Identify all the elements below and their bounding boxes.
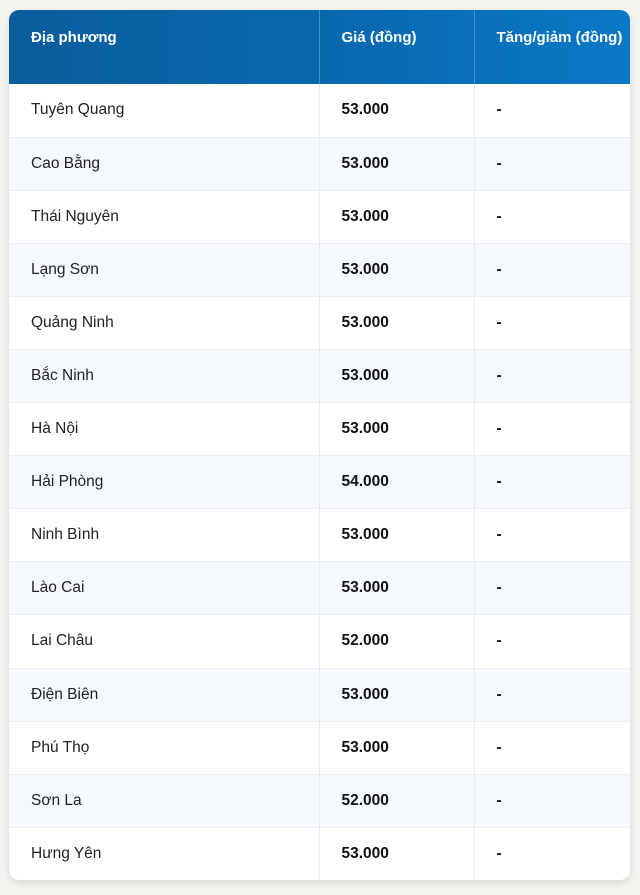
price-table: Địa phương Giá (đồng) Tăng/giảm (đồng) T…: [9, 10, 630, 881]
header-change: Tăng/giảm (đồng): [473, 10, 630, 84]
table-row: Hà Nội 53.000-: [9, 402, 630, 456]
table-row: Phú Thọ 53.000-: [9, 720, 630, 775]
table-row: Bắc Ninh 53.000-: [9, 348, 630, 403]
location-cell: Lai Châu: [9, 614, 319, 669]
change-cell: -: [473, 561, 630, 615]
location-cell: Lào Cai: [9, 561, 319, 615]
table-body: Tuyên Quang 53.000- Cao Bằng 53.000- Thái Ng…: [9, 84, 630, 881]
price-cell: 53.000: [318, 561, 474, 615]
location-cell: Hải Phòng: [9, 455, 319, 509]
table-row: Lào Cai 53.000-: [9, 561, 630, 615]
change-cell: -: [473, 402, 630, 456]
table-row: Cao Bằng 53.000-: [9, 136, 630, 191]
table-row: Hưng Yên 53.000-: [9, 826, 630, 881]
change-cell: -: [473, 189, 630, 244]
table-row: Lai Châu 52.000-: [9, 614, 630, 669]
change-cell: -: [473, 826, 630, 881]
price-cell: 53.000: [318, 667, 474, 722]
change-cell: -: [473, 84, 630, 138]
location-cell: Phú Thọ: [9, 720, 319, 775]
price-cell: 53.000: [318, 84, 474, 138]
header-row: Địa phương Giá (đồng) Tăng/giảm (đồng): [9, 10, 630, 84]
price-cell: 53.000: [318, 720, 474, 775]
change-cell: -: [473, 614, 630, 669]
location-cell: Điện Biên: [9, 667, 319, 722]
price-cell: 53.000: [318, 242, 474, 297]
header-location: Địa phương: [31, 29, 117, 46]
table-row: Tuyên Quang 53.000-: [9, 84, 630, 138]
location-cell: Tuyên Quang: [31, 101, 125, 119]
change-cell: -: [473, 455, 630, 509]
change-cell: -: [473, 720, 630, 775]
location-cell: Quảng Ninh: [9, 295, 319, 350]
price-cell: 53.000: [318, 348, 474, 403]
price-cell: 52.000: [318, 773, 474, 828]
table-row: Quảng Ninh 53.000-: [9, 295, 630, 350]
location-cell: Ninh Bình: [9, 508, 319, 562]
change-cell: -: [473, 773, 630, 828]
change-cell: -: [473, 508, 630, 562]
price-cell: 53.000: [318, 189, 474, 244]
table-row: Thái Nguyên 53.000-: [9, 189, 630, 244]
price-cell: 52.000: [318, 614, 474, 669]
location-cell: Hà Nội: [9, 402, 319, 456]
price-cell: 53.000: [318, 136, 474, 191]
price-table-card: Địa phương Giá (đồng) Tăng/giảm (đồng) T…: [9, 10, 630, 881]
price-cell: 53.000: [318, 295, 474, 350]
location-cell: Hưng Yên: [9, 826, 319, 881]
table-row: Điện Biên 53.000-: [9, 667, 630, 722]
change-cell: -: [473, 348, 630, 403]
change-cell: -: [473, 295, 630, 350]
change-cell: -: [473, 136, 630, 191]
table-row: Ninh Bình 53.000-: [9, 508, 630, 562]
location-cell: Sơn La: [9, 773, 319, 828]
price-cell: 53.000: [318, 402, 474, 456]
price-cell: 54.000: [318, 455, 474, 509]
table-row: Hải Phòng 54.000-: [9, 455, 630, 509]
change-cell: -: [473, 242, 630, 297]
location-cell: Bắc Ninh: [9, 348, 319, 403]
price-cell: 53.000: [318, 508, 474, 562]
price-cell: 53.000: [318, 826, 474, 881]
header-price: Giá (đồng): [318, 10, 474, 84]
location-cell: Cao Bằng: [9, 136, 319, 191]
change-cell: -: [473, 667, 630, 722]
location-cell: Lạng Sơn: [9, 242, 319, 297]
table-row: Sơn La 52.000-: [9, 773, 630, 828]
table-header: Địa phương Giá (đồng) Tăng/giảm (đồng): [9, 10, 630, 84]
table-row: Lạng Sơn 53.000-: [9, 242, 630, 297]
location-cell: Thái Nguyên: [9, 189, 319, 244]
